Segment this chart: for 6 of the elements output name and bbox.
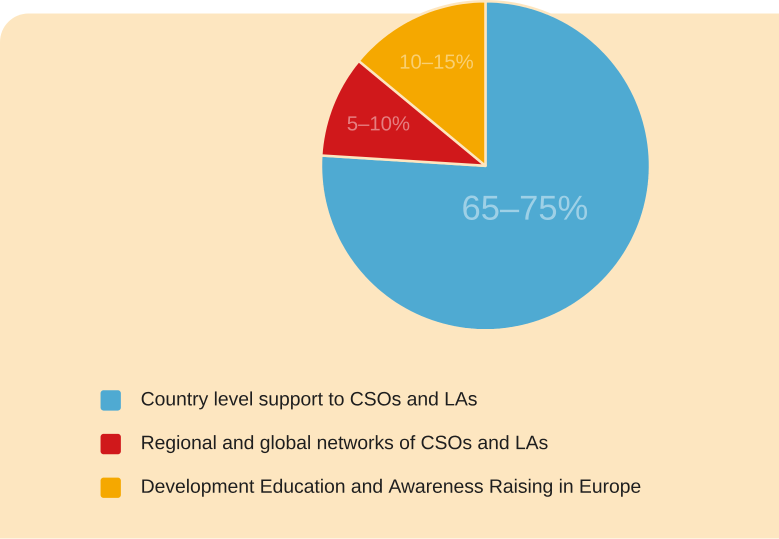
text: 10–15% [400,54,473,69]
legend-label: Development Education and Awareness Raising in Europe [142,478,640,497]
text: 65–75% [463,196,588,220]
legend-label: Regional and global networks of CSOs and LAs [142,435,548,454]
legend-label: Country level support to CSOs and LAs [142,392,477,410]
text: 5–10% [348,116,410,131]
